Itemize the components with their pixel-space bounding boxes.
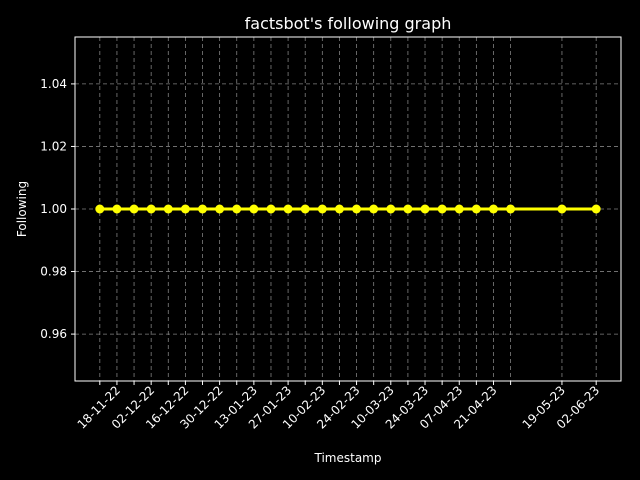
data-point [95, 204, 105, 214]
data-point [232, 204, 242, 214]
x-axis-label: Timestamp [314, 451, 382, 465]
y-tick-label: 0.98 [40, 265, 67, 279]
x-axis-ticks: 18-11-2202-12-2216-12-2230-12-2213-01-23… [75, 381, 602, 432]
data-point [471, 204, 481, 214]
data-point [215, 204, 225, 214]
data-point [129, 204, 139, 214]
data-point [420, 204, 430, 214]
data-point [437, 204, 447, 214]
data-point [591, 204, 601, 214]
data-point [180, 204, 190, 214]
data-point [506, 204, 516, 214]
data-point [369, 204, 379, 214]
data-point [352, 204, 362, 214]
data-point [300, 204, 310, 214]
data-point [198, 204, 208, 214]
data-point [488, 204, 498, 214]
data-point [266, 204, 276, 214]
chart-title: factsbot's following graph [245, 14, 452, 33]
data-point [163, 204, 173, 214]
y-tick-label: 1.02 [40, 139, 67, 153]
data-point [249, 204, 259, 214]
data-point [557, 204, 567, 214]
y-tick-label: 0.96 [40, 327, 67, 341]
data-point [403, 204, 413, 214]
data-point [334, 204, 344, 214]
y-axis-ticks: 0.96 0.98 1.00 1.02 1.04 [40, 77, 75, 341]
following-series [95, 204, 601, 214]
data-point [146, 204, 156, 214]
y-tick-label: 1.04 [40, 77, 67, 91]
y-tick-label: 1.00 [40, 202, 67, 216]
data-point [112, 204, 122, 214]
data-point [317, 204, 327, 214]
data-point [283, 204, 293, 214]
y-axis-label: Following [15, 181, 29, 237]
data-point [454, 204, 464, 214]
data-point [386, 204, 396, 214]
